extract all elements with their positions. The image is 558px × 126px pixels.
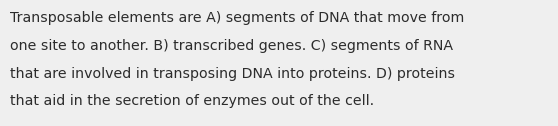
Text: Transposable elements are A) segments of DNA that move from: Transposable elements are A) segments of… [10, 11, 464, 25]
Text: one site to another. B) transcribed genes. C) segments of RNA: one site to another. B) transcribed gene… [10, 39, 453, 53]
Text: that are involved in transposing DNA into proteins. D) proteins: that are involved in transposing DNA int… [10, 67, 455, 81]
Text: that aid in the secretion of enzymes out of the cell.: that aid in the secretion of enzymes out… [10, 94, 374, 108]
